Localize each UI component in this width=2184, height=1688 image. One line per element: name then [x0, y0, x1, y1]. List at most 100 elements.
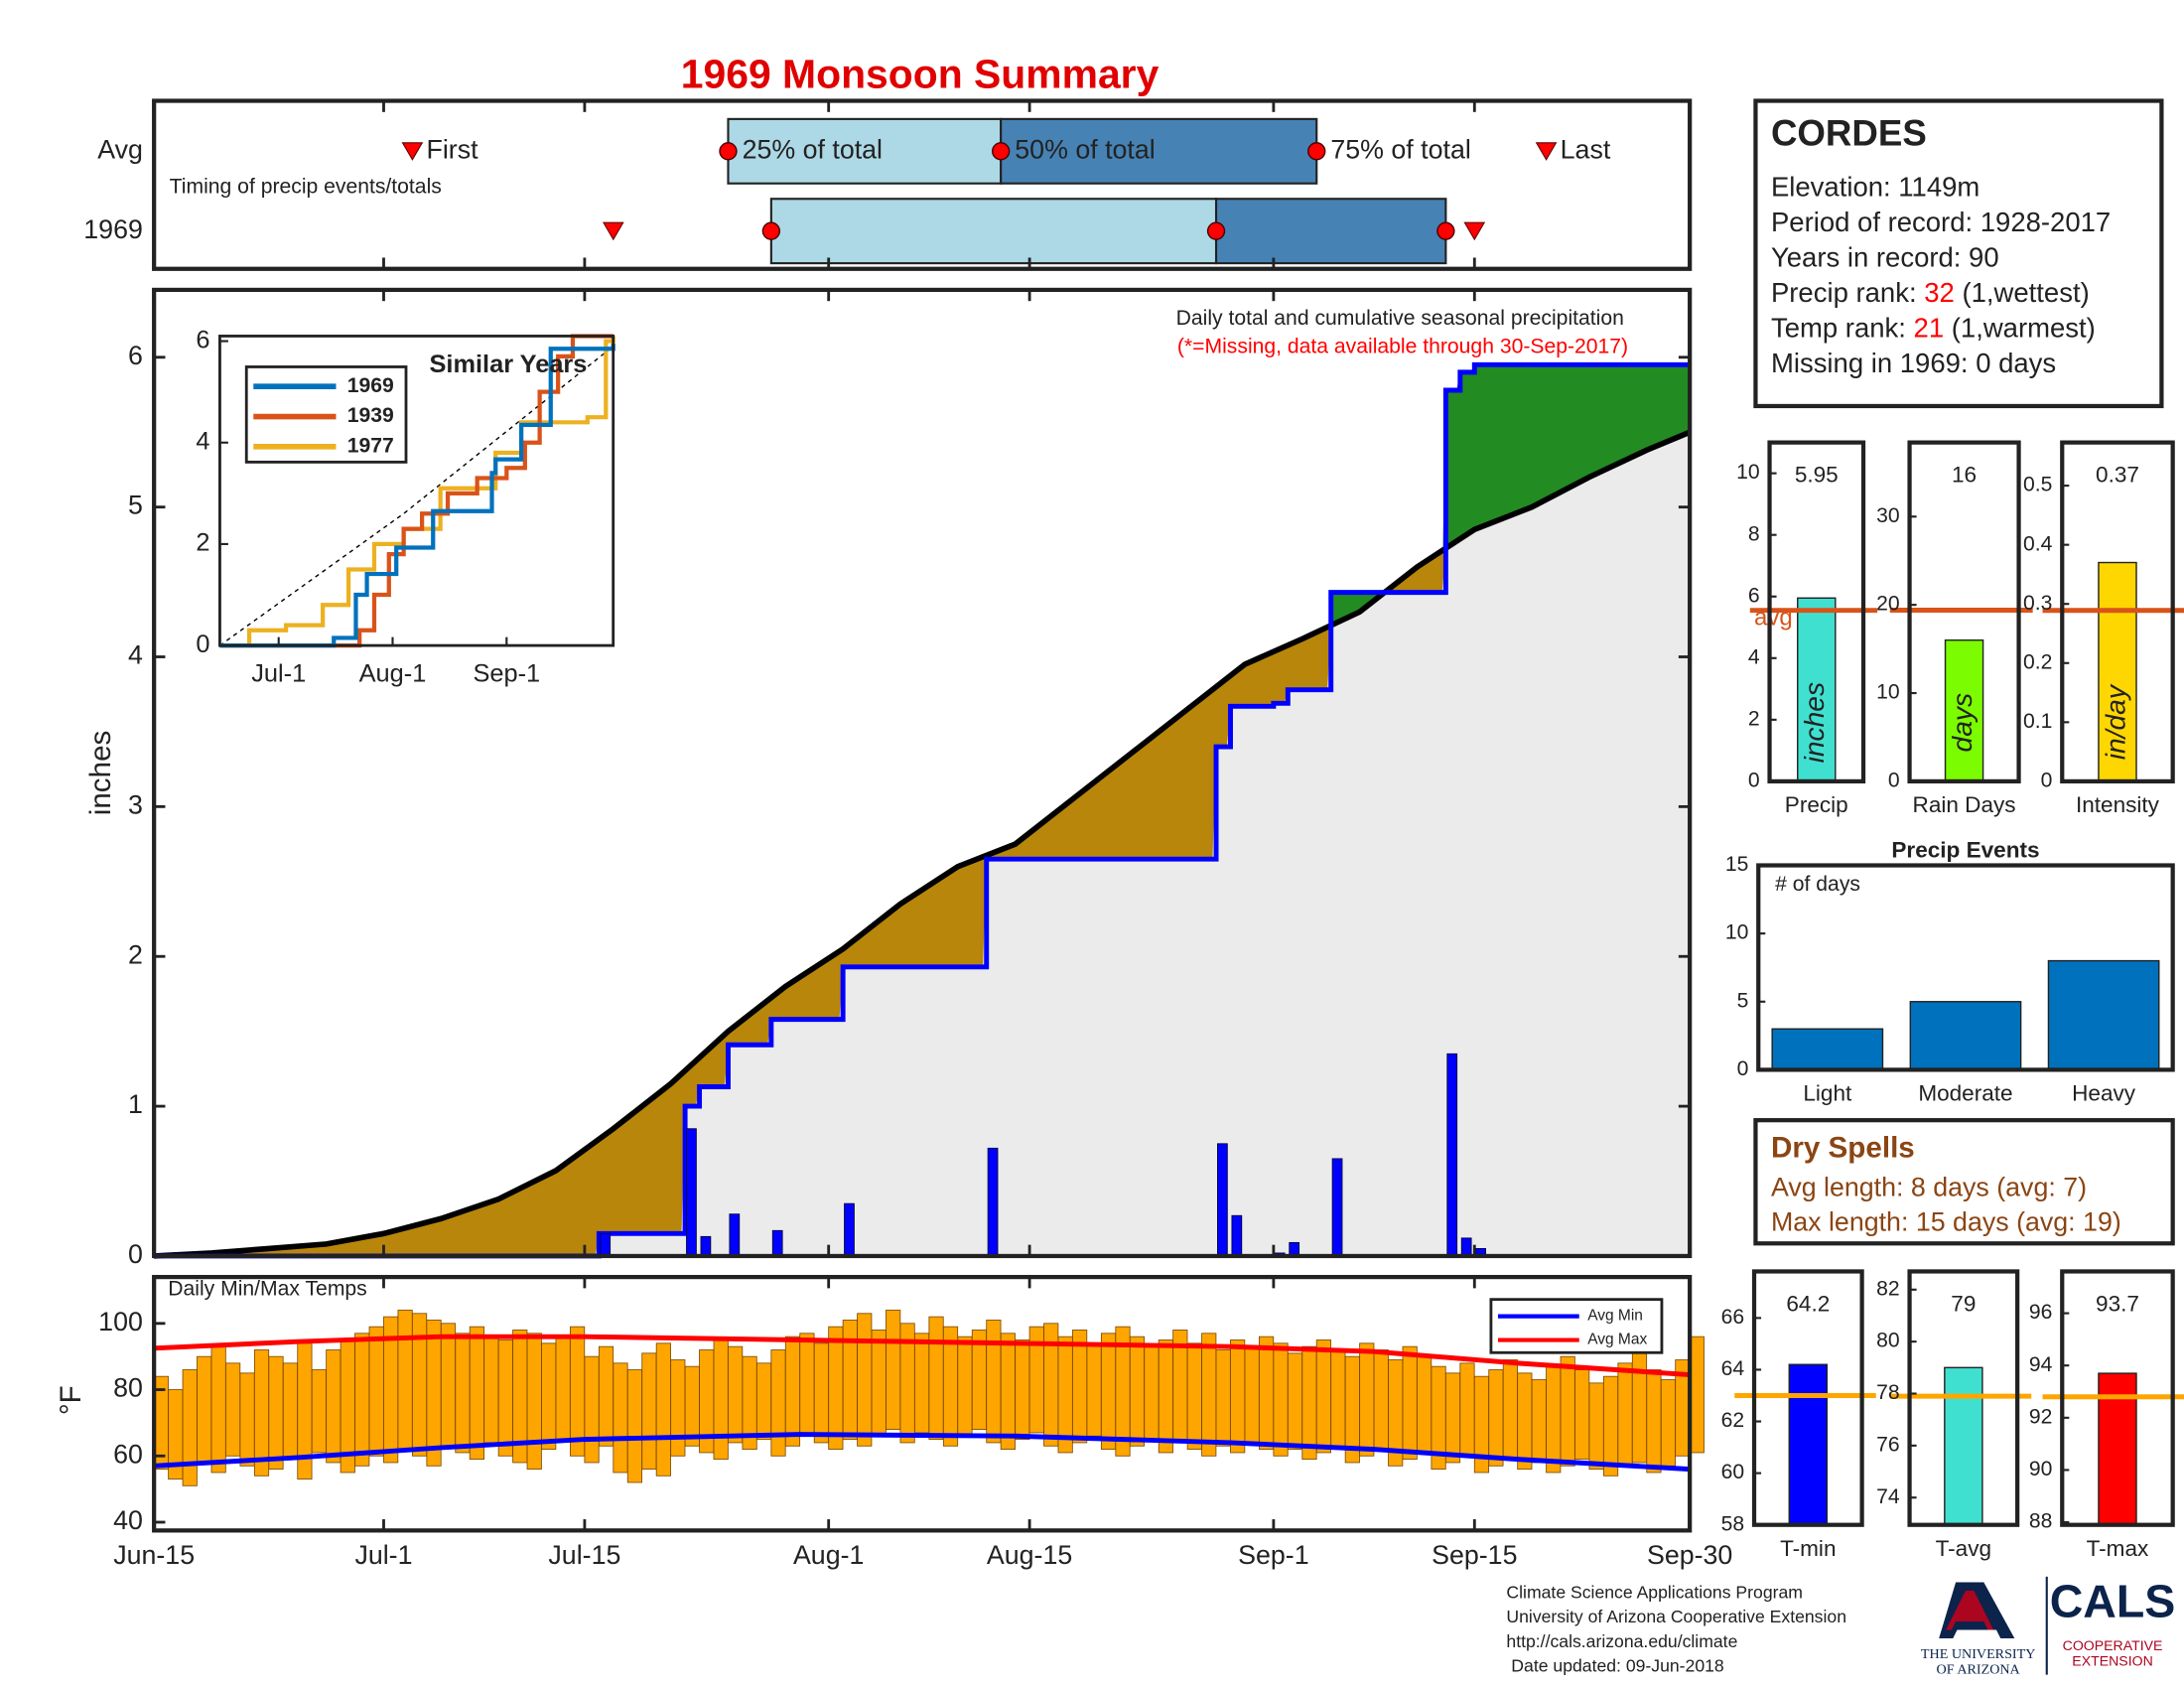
daily-temp-bar: [598, 1345, 614, 1447]
y-tick-label: 0: [2041, 769, 2053, 791]
station-text: Precip rank:: [1771, 277, 1924, 308]
legend-label: Avg Min: [1587, 1308, 1643, 1325]
daily-temp-bar: [986, 1320, 1002, 1444]
base-area: [154, 432, 1691, 1256]
chart-note: (*=Missing, data available through 30-Se…: [1177, 335, 1628, 357]
daily-temp-bar: [1646, 1369, 1662, 1474]
y-tick-label: 74: [1876, 1485, 1900, 1508]
daily-precip-bar: [600, 1232, 612, 1257]
page-title: 1969 Monsoon Summary: [681, 51, 1160, 96]
station-text: Elevation: 1149m: [1771, 172, 1979, 203]
daily-temp-bar: [1546, 1365, 1562, 1474]
timing-point: [1436, 221, 1455, 240]
timing-note: Timing of precip events/totals: [170, 176, 442, 199]
daily-temp-bar: [1459, 1362, 1475, 1457]
bar: [2047, 959, 2160, 1071]
daily-temp-bar: [755, 1362, 772, 1441]
daily-temp-bar: [1373, 1349, 1389, 1451]
station-line: Years in record: 90: [1771, 242, 1999, 273]
station-line: Temp rank: 21 (1,warmest): [1771, 313, 2096, 344]
station-text: Temp rank:: [1771, 313, 1914, 344]
station-line: Precip rank: 32 (1,wettest): [1771, 277, 2090, 308]
category-label: Heavy: [2072, 1081, 2136, 1106]
y-tick-label: 2: [128, 939, 143, 969]
logo-university: THE UNIVERSITY: [1921, 1646, 2035, 1662]
station-text: Period of record: 1928-2017: [1771, 207, 2111, 237]
station-text: Years in record: 90: [1771, 242, 1999, 273]
logo-extension: EXTENSION: [2072, 1653, 2152, 1669]
y-tick-label: 0.5: [2023, 474, 2052, 496]
daily-temp-bar: [842, 1320, 858, 1441]
station-box: [1753, 98, 2164, 409]
daily-temp-bar: [1086, 1342, 1102, 1437]
station-line: Missing in 1969: 0 days: [1771, 348, 2056, 378]
y-tick-label: 20: [1876, 593, 1900, 616]
bar-frame: [1907, 440, 2021, 784]
timing-point: [719, 142, 738, 161]
timing-label: 75% of total: [1330, 134, 1470, 164]
bar-frame: [2060, 440, 2175, 784]
daily-temp-bar: [1588, 1382, 1604, 1471]
daily-temp-bar: [1444, 1372, 1461, 1464]
bar-unit-label: days: [1946, 693, 1978, 753]
daily-temp-bar: [1359, 1342, 1375, 1457]
daily-temp-bar: [1201, 1333, 1217, 1457]
y-tick-label: 0.4: [2023, 532, 2053, 555]
daily-precip-bar: [844, 1202, 855, 1257]
daily-temp-bar: [1258, 1336, 1275, 1451]
daily-temp-bar: [1531, 1379, 1547, 1464]
chart-title: Precip Events: [1891, 837, 2039, 862]
category-label: T-max: [2087, 1536, 2149, 1561]
main-frame: [152, 287, 1693, 1259]
daily-temp-bar: [914, 1333, 930, 1434]
value-label: 93.7: [2096, 1291, 2139, 1316]
timing-triangle: [401, 142, 424, 161]
x-tick-label: Jul-15: [548, 1540, 620, 1570]
dry-spells-title: Dry Spells: [1771, 1132, 1915, 1165]
footer-line: http://cals.arizona.edu/climate: [1506, 1631, 1737, 1651]
daily-temp-bar: [282, 1362, 299, 1461]
station-line: Period of record: 1928-2017: [1771, 207, 2111, 237]
temp-y-tick-label: 100: [98, 1307, 143, 1336]
station-text: Missing in 1969: 0 days: [1771, 348, 2056, 378]
station-line: Elevation: 1149m: [1771, 172, 1979, 203]
legend-label: 1969: [347, 374, 394, 397]
ua-logo: [1939, 1576, 2048, 1675]
y-tick-label: 0.1: [2023, 710, 2052, 733]
dry-spells-box: [1753, 1118, 2175, 1246]
dry-spells-line: Max length: 15 days (avg: 19): [1771, 1207, 2121, 1237]
y-tick-label: 58: [1721, 1512, 1745, 1535]
logo-cals: CALS: [2050, 1575, 2176, 1626]
inset-y-tick-label: 0: [196, 631, 209, 658]
daily-temp-bar: [857, 1313, 873, 1447]
station-name: CORDES: [1771, 112, 1927, 153]
temp-frame: [152, 1274, 1693, 1533]
footer-line: Date updated: 09-Jun-2018: [1506, 1656, 1724, 1676]
daily-temp-bar: [1517, 1372, 1533, 1471]
y-tick-label: 82: [1876, 1277, 1900, 1300]
daily-temp-bar: [1287, 1352, 1303, 1451]
temp-title: Daily Min/Max Temps: [168, 1277, 366, 1300]
daily-temp-bar: [613, 1362, 628, 1474]
daily-temp-bar: [1230, 1339, 1246, 1454]
daily-temp-bar: [828, 1326, 844, 1451]
y-tick-label: 88: [2029, 1510, 2053, 1533]
daily-temp-bar: [1186, 1342, 1202, 1451]
daily-temp-bar: [1330, 1349, 1346, 1447]
y-tick-label: 94: [2029, 1353, 2053, 1376]
station-text: 32: [1924, 277, 1955, 308]
x-tick-label: Sep-30: [1647, 1540, 1732, 1570]
bar: [2098, 561, 2137, 782]
bar: [1944, 1366, 1983, 1526]
bar-unit-label: inches: [1798, 682, 1830, 763]
category-label: Intensity: [2076, 792, 2160, 817]
inset-x-tick-label: Sep-1: [473, 659, 540, 687]
daily-temp-bar: [1273, 1342, 1289, 1457]
y-tick-label: 0: [1737, 1057, 1749, 1080]
bar-frame: [2060, 1269, 2175, 1527]
temp-y-tick-label: 60: [113, 1439, 143, 1469]
y-tick-label: 0.2: [2023, 650, 2052, 673]
avg-temp-line: [154, 1432, 1691, 1473]
daily-temp-bar: [957, 1336, 973, 1437]
